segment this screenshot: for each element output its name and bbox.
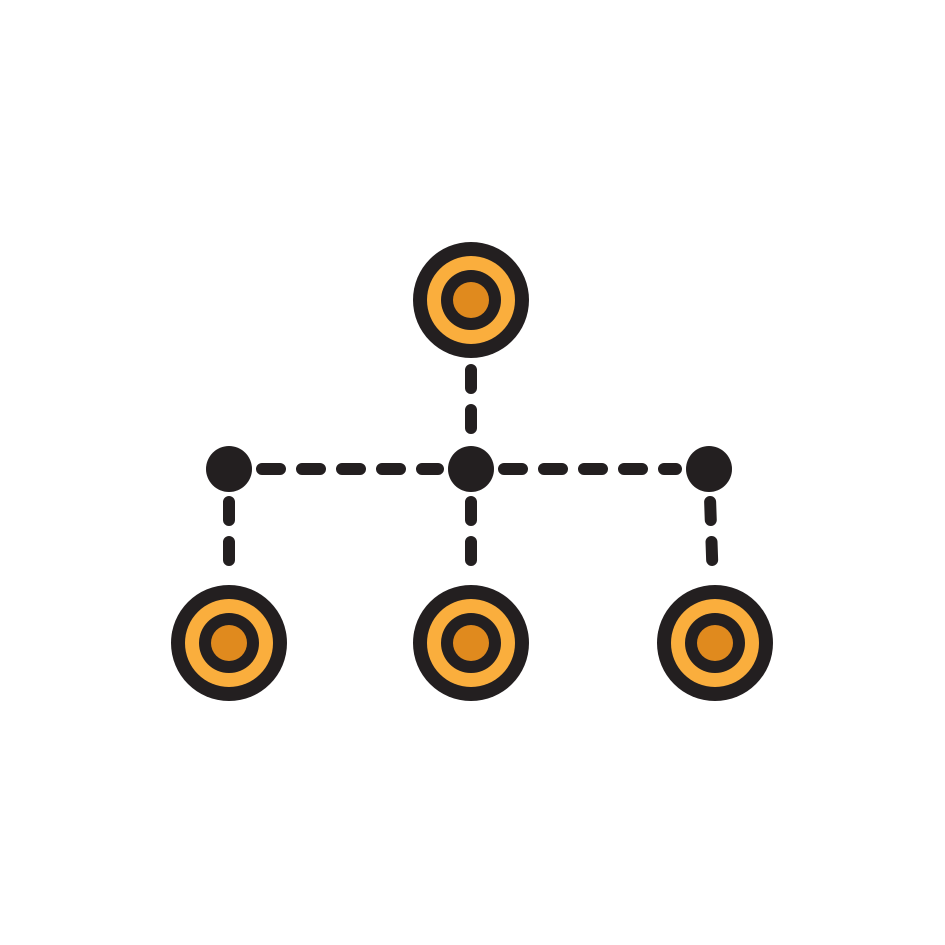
node-junction-right (686, 446, 732, 492)
node-child-left (171, 585, 287, 701)
node-junction-center (448, 446, 494, 492)
nodes (171, 242, 773, 701)
node-junction-left (206, 446, 252, 492)
node-child-right (657, 585, 773, 701)
node-child-center (413, 585, 529, 701)
connectors (223, 364, 719, 580)
node-root (413, 242, 529, 358)
connector-junction-right-to-child-right (704, 495, 719, 580)
